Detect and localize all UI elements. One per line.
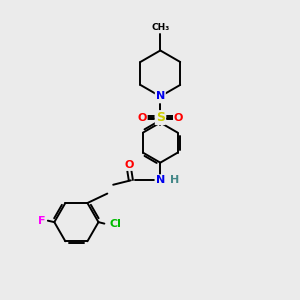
- Text: CH₃: CH₃: [151, 23, 169, 32]
- Text: H: H: [170, 175, 179, 185]
- Text: N: N: [156, 175, 165, 185]
- Text: O: O: [174, 112, 183, 123]
- Text: Cl: Cl: [110, 219, 122, 229]
- Text: O: O: [137, 112, 147, 123]
- Text: S: S: [156, 111, 165, 124]
- Text: F: F: [38, 216, 46, 226]
- Text: O: O: [125, 160, 134, 170]
- Text: N: N: [156, 92, 165, 101]
